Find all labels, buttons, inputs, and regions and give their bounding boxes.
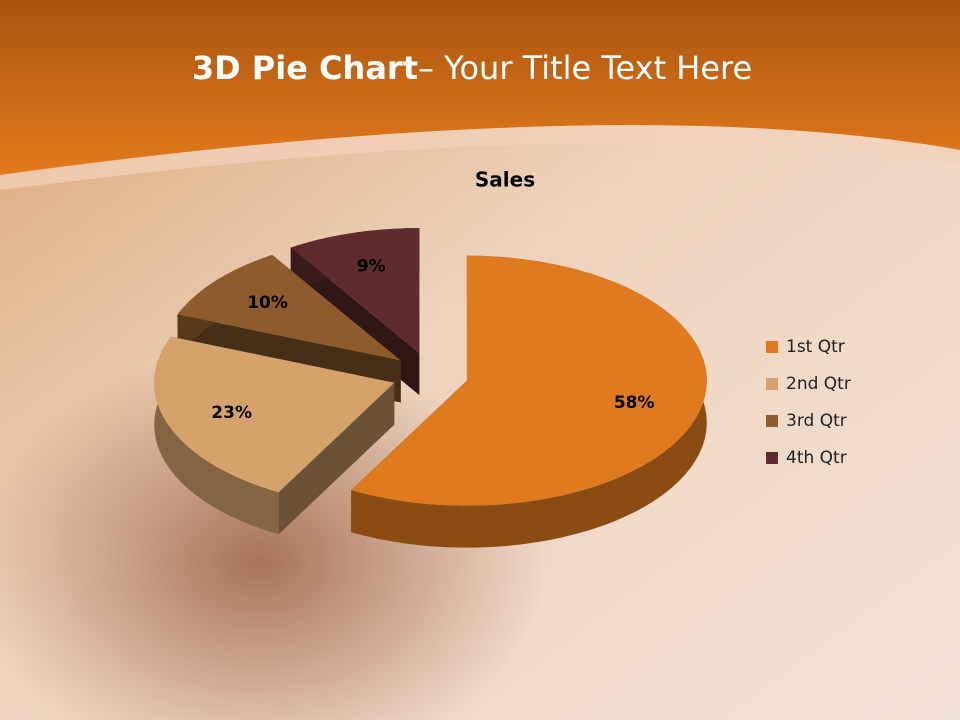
legend-swatch (766, 415, 778, 427)
slide-title: 3D Pie Chart– Your Title Text Here (192, 49, 752, 87)
data-label: 23% (211, 403, 252, 423)
legend-swatch (766, 378, 778, 390)
data-label: 58% (614, 393, 655, 413)
data-label: 10% (247, 293, 288, 313)
slice-wall (278, 382, 395, 535)
slide-title-bold: 3D Pie Chart (192, 49, 418, 87)
pie: 9% 10% 58% 23% (154, 228, 707, 548)
slice-top (177, 254, 401, 361)
header-band (0, 0, 960, 175)
data-label: 9% (357, 257, 386, 277)
slice-side (351, 255, 707, 548)
slice-top (290, 228, 420, 354)
slice-top (351, 255, 707, 506)
legend-swatch (766, 452, 778, 464)
legend: 1st Qtr 2nd Qtr 3rd Qtr 4th Qtr (766, 337, 851, 468)
legend-swatch (766, 341, 778, 353)
slice-side (154, 336, 279, 535)
legend-label: 1st Qtr (786, 337, 845, 357)
header-swoosh (0, 125, 960, 190)
legend-label: 2nd Qtr (786, 374, 851, 394)
slide-title-rest: – Your Title Text Here (418, 49, 752, 87)
chart-title: Sales (475, 168, 535, 192)
legend-label: 3rd Qtr (786, 411, 847, 431)
slice-top (154, 336, 395, 493)
legend-label: 4th Qtr (786, 448, 847, 468)
